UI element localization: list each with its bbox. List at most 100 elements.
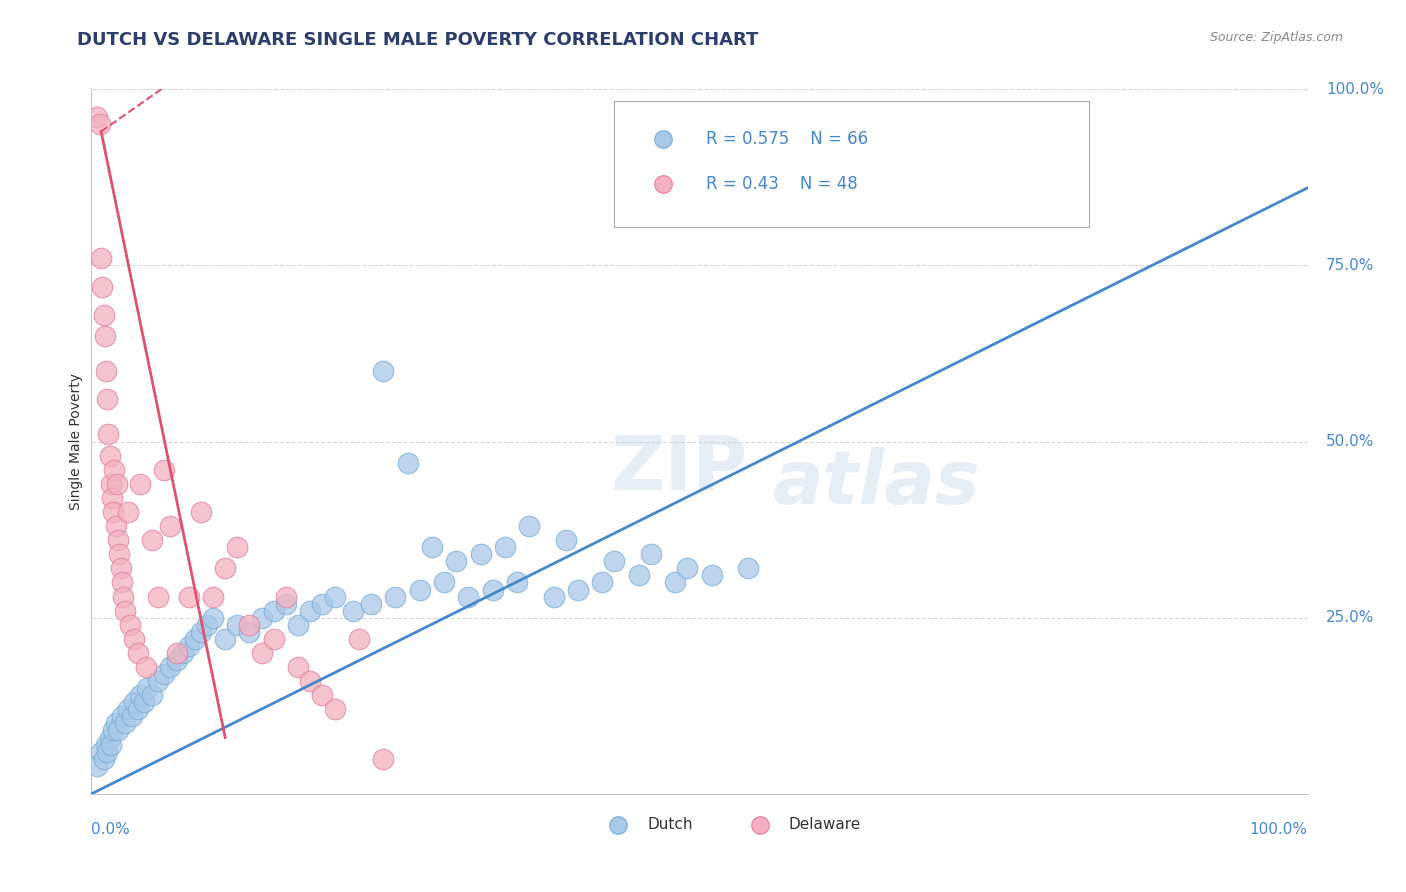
Point [129, 476, 152, 491]
Point [347, 632, 370, 646]
Text: DUTCH VS DELAWARE SINGLE MALE POVERTY CORRELATION CHART: DUTCH VS DELAWARE SINGLE MALE POVERTY CO… [77, 31, 759, 49]
Point [603, 554, 626, 568]
Point [263, 604, 285, 618]
Point [93, 751, 115, 765]
Point [98, 449, 121, 463]
Point [190, 505, 212, 519]
Point [250, 610, 273, 624]
Point [122, 695, 145, 709]
Point [494, 541, 516, 555]
Point [506, 575, 529, 590]
Point [94, 328, 117, 343]
Point [90, 252, 112, 266]
Point [543, 590, 565, 604]
Point [700, 568, 723, 582]
Point [98, 731, 121, 745]
Point [153, 667, 176, 681]
Point [342, 604, 364, 618]
Y-axis label: Single Male Poverty: Single Male Poverty [69, 373, 83, 510]
Point [226, 617, 249, 632]
Text: R = 0.575    N = 66: R = 0.575 N = 66 [706, 129, 868, 147]
Point [172, 646, 194, 660]
Point [114, 716, 136, 731]
Point [287, 660, 309, 674]
Point [111, 709, 134, 723]
Point [749, 818, 772, 832]
Point [111, 575, 134, 590]
Point [159, 519, 181, 533]
Point [100, 738, 122, 752]
Point [238, 624, 260, 639]
Point [90, 745, 112, 759]
Point [108, 547, 131, 561]
Text: Source: ZipAtlas.com: Source: ZipAtlas.com [1209, 31, 1343, 45]
Point [420, 541, 443, 555]
Point [120, 617, 142, 632]
Point [89, 117, 111, 131]
Point [177, 590, 200, 604]
Text: 100.0%: 100.0% [1326, 82, 1384, 96]
Point [136, 681, 159, 696]
Point [148, 590, 170, 604]
Point [323, 702, 346, 716]
Point [470, 547, 492, 561]
Point [121, 709, 143, 723]
Point [214, 632, 236, 646]
Point [554, 533, 576, 548]
Point [567, 582, 589, 597]
Text: 50.0%: 50.0% [1326, 434, 1374, 449]
Point [517, 519, 540, 533]
Text: 75.0%: 75.0% [1326, 258, 1374, 273]
Point [263, 632, 285, 646]
Point [104, 716, 127, 731]
Point [111, 590, 134, 604]
Point [96, 745, 118, 759]
Point [117, 505, 139, 519]
Point [86, 111, 108, 125]
Point [93, 308, 115, 322]
Point [676, 561, 699, 575]
Point [214, 561, 236, 575]
Point [481, 582, 503, 597]
Point [100, 476, 122, 491]
Point [311, 597, 333, 611]
Point [607, 818, 630, 832]
Point [132, 695, 155, 709]
Point [166, 653, 188, 667]
Point [159, 660, 181, 674]
Text: ZIP: ZIP [610, 434, 748, 507]
Point [141, 533, 163, 548]
Point [591, 575, 613, 590]
Point [114, 604, 136, 618]
Point [640, 547, 662, 561]
Point [97, 427, 120, 442]
Text: Dutch: Dutch [647, 817, 693, 832]
Text: atlas: atlas [772, 447, 980, 520]
Point [96, 392, 118, 407]
Point [103, 463, 125, 477]
Point [94, 738, 117, 752]
Point [94, 364, 117, 378]
FancyBboxPatch shape [614, 101, 1088, 227]
Point [122, 632, 145, 646]
Point [323, 590, 346, 604]
Point [299, 674, 322, 689]
Point [737, 561, 759, 575]
Point [127, 702, 149, 716]
Point [238, 617, 260, 632]
Point [135, 660, 157, 674]
Point [433, 575, 456, 590]
Point [103, 505, 125, 519]
Point [373, 751, 395, 765]
Point [226, 541, 249, 555]
Point [148, 674, 170, 689]
Point [195, 617, 218, 632]
Text: 25.0%: 25.0% [1326, 610, 1374, 625]
Point [166, 646, 188, 660]
Point [664, 575, 686, 590]
Point [184, 632, 207, 646]
Point [250, 646, 273, 660]
Point [127, 646, 149, 660]
Point [110, 561, 132, 575]
Point [103, 723, 125, 738]
